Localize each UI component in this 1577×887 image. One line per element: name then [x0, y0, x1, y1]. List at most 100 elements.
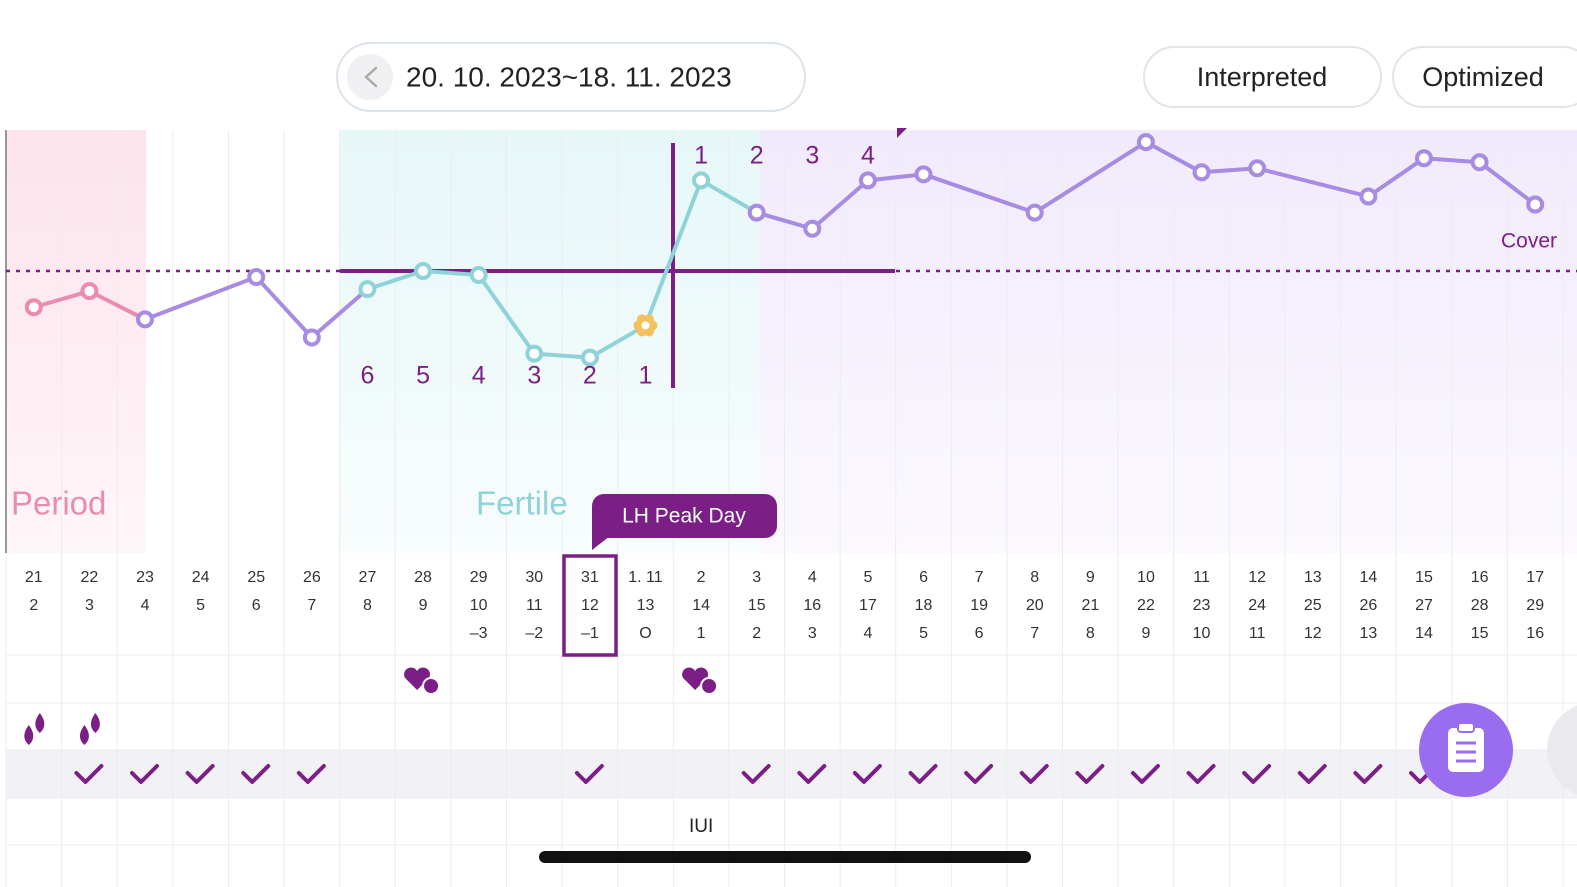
- cycle-day-label: 15: [748, 597, 766, 614]
- check-icon: [241, 764, 271, 784]
- heart-icon: [682, 667, 719, 695]
- date-label: 11: [1193, 569, 1210, 586]
- date-label: 5: [863, 569, 872, 586]
- optimized-button[interactable]: [1392, 46, 1577, 108]
- drop-icon: [24, 713, 45, 745]
- temp-point: [580, 348, 599, 367]
- temp-segment: [1367, 156, 1426, 199]
- check-icon: [1353, 764, 1383, 784]
- relative-day-label: –3: [470, 625, 488, 642]
- check-icon: [1019, 764, 1049, 784]
- iui-label: IUI: [689, 816, 713, 837]
- check-icon: [296, 764, 326, 784]
- optimized-label[interactable]: Optimized: [1422, 62, 1544, 92]
- date-label: 31: [581, 569, 599, 586]
- cycle-day-label: 24: [1248, 597, 1266, 614]
- date-label: 13: [1304, 569, 1322, 586]
- cycle-day-label: 16: [803, 597, 821, 614]
- relative-day-label: 15: [1471, 625, 1489, 642]
- cycle-day-label: 4: [141, 597, 150, 614]
- cycle-day-label: 25: [1304, 597, 1322, 614]
- side-button[interactable]: [1547, 702, 1577, 798]
- temp-point: [80, 282, 99, 301]
- countdown-label: 1: [639, 362, 653, 390]
- temp-point: [1025, 203, 1044, 222]
- relative-day-label: O: [639, 625, 651, 642]
- temp-segment: [1144, 140, 1203, 175]
- countup-label: 2: [750, 142, 764, 170]
- relative-day-label: –1: [581, 625, 599, 642]
- temp-point: [747, 203, 766, 222]
- temp-point: [525, 344, 544, 363]
- cycle-day-label: 10: [470, 597, 488, 614]
- interpreted-label[interactable]: Interpreted: [1197, 62, 1328, 92]
- temp-point: [1192, 163, 1211, 182]
- back-button[interactable]: [347, 54, 393, 100]
- temp-segment: [254, 275, 314, 339]
- drop: [90, 713, 100, 733]
- relative-day-label: 3: [808, 625, 817, 642]
- temp-segment: [422, 269, 479, 278]
- countdown-label: 3: [527, 362, 541, 390]
- check-icon: [1130, 764, 1160, 784]
- temp-segment: [534, 351, 591, 360]
- relative-day-label: 8: [1086, 625, 1095, 642]
- temp-point: [414, 262, 433, 280]
- temp-segment: [1201, 166, 1258, 175]
- coverline-label: Cover: [1501, 230, 1557, 253]
- date-label: 15: [1415, 569, 1433, 586]
- cycle-day-label: 14: [692, 597, 710, 614]
- interpreted-button[interactable]: [1143, 46, 1382, 108]
- countdown-label: 4: [472, 362, 486, 390]
- tooltip-text: LH Peak Day: [622, 505, 746, 528]
- temp-point: [358, 280, 377, 299]
- temp-segment: [33, 289, 90, 310]
- date-label: 23: [136, 569, 154, 586]
- temp-segment: [756, 210, 813, 231]
- heart-badge: [422, 677, 441, 695]
- back-arrow: [364, 66, 378, 88]
- temp-segment: [310, 287, 369, 339]
- temp-point: [914, 165, 933, 184]
- ovulation-flower: [633, 314, 658, 337]
- date-label: 25: [247, 569, 265, 586]
- relative-day-label: 12: [1304, 625, 1322, 642]
- selected-day-box[interactable]: [562, 554, 618, 657]
- temp-point: [858, 171, 877, 190]
- temp-segment: [700, 178, 758, 215]
- heart: [404, 667, 430, 690]
- temp-segment: [810, 178, 870, 231]
- countup-label: 3: [805, 142, 819, 170]
- relative-day-label: 9: [1141, 625, 1150, 642]
- date-label: 30: [525, 569, 543, 586]
- temp-segment: [588, 323, 647, 360]
- temp-segment: [477, 273, 536, 355]
- temp-segment: [1423, 156, 1480, 165]
- date-label: 16: [1471, 569, 1489, 586]
- date-label: 21: [25, 569, 43, 586]
- check-icon: [1186, 764, 1216, 784]
- countdown-label: 5: [416, 362, 430, 390]
- phase-background: [6, 130, 1577, 798]
- temp-segment: [922, 172, 1036, 215]
- tooltip: [592, 494, 777, 538]
- date-pill[interactable]: [336, 42, 806, 112]
- countup-label: 4: [861, 142, 875, 170]
- drop: [35, 713, 45, 733]
- temp-point: [1136, 133, 1155, 152]
- check-icon: [1242, 764, 1272, 784]
- luteal-area: [760, 130, 1577, 553]
- period-area: [6, 130, 146, 553]
- cycle-day-label: 8: [363, 597, 372, 614]
- temp-point: [1470, 153, 1489, 172]
- check-icon: [1075, 764, 1105, 784]
- cycle-day-label: 9: [419, 597, 428, 614]
- temp-point: [803, 219, 822, 238]
- drop-icon: [79, 713, 100, 745]
- date-label: 17: [1526, 569, 1544, 586]
- relative-day-label: 6: [975, 625, 984, 642]
- cycle-day-label: 11: [526, 597, 543, 614]
- countdown-label: 2: [583, 362, 597, 390]
